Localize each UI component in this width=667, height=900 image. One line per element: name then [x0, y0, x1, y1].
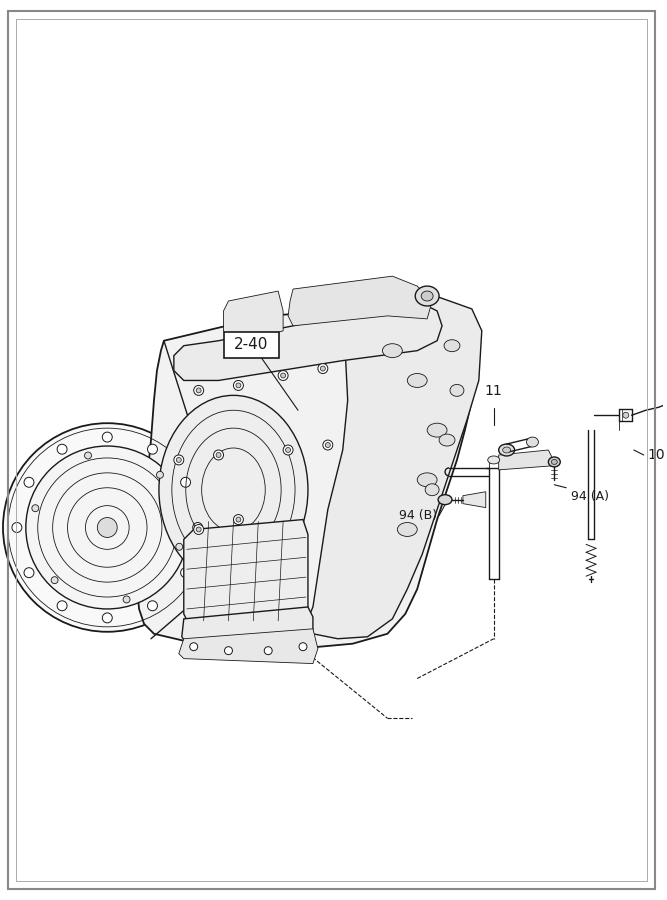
Ellipse shape [233, 381, 243, 391]
Ellipse shape [196, 527, 201, 532]
Ellipse shape [299, 643, 307, 651]
Ellipse shape [32, 505, 39, 512]
Ellipse shape [24, 568, 34, 578]
Polygon shape [223, 291, 283, 346]
FancyBboxPatch shape [223, 332, 279, 357]
Ellipse shape [193, 385, 203, 395]
Ellipse shape [427, 423, 447, 437]
Ellipse shape [236, 382, 241, 388]
Polygon shape [463, 491, 486, 508]
Ellipse shape [503, 447, 511, 453]
Ellipse shape [24, 477, 34, 487]
Ellipse shape [26, 446, 189, 609]
Ellipse shape [157, 472, 163, 478]
Ellipse shape [526, 437, 538, 447]
Ellipse shape [318, 364, 327, 374]
Ellipse shape [499, 444, 514, 456]
Ellipse shape [97, 518, 117, 537]
Polygon shape [288, 276, 432, 326]
Ellipse shape [216, 453, 221, 457]
Text: 11: 11 [485, 384, 503, 399]
Ellipse shape [418, 472, 437, 487]
Ellipse shape [181, 568, 191, 578]
Ellipse shape [281, 373, 285, 378]
Ellipse shape [320, 366, 325, 371]
Ellipse shape [193, 525, 203, 535]
Polygon shape [174, 301, 442, 381]
Polygon shape [499, 450, 552, 470]
Ellipse shape [147, 445, 157, 455]
Ellipse shape [102, 432, 112, 442]
Ellipse shape [278, 371, 288, 381]
Ellipse shape [283, 445, 293, 455]
Ellipse shape [416, 286, 439, 306]
Ellipse shape [323, 440, 333, 450]
Ellipse shape [408, 374, 427, 387]
Text: 2-40: 2-40 [234, 338, 269, 352]
Polygon shape [137, 301, 477, 649]
Ellipse shape [548, 457, 560, 467]
Ellipse shape [425, 484, 439, 496]
Ellipse shape [159, 395, 308, 584]
Ellipse shape [398, 523, 418, 536]
Ellipse shape [421, 291, 433, 301]
Text: 94 (B): 94 (B) [399, 509, 437, 522]
Ellipse shape [174, 455, 184, 465]
Ellipse shape [193, 523, 203, 533]
Ellipse shape [285, 447, 291, 453]
Ellipse shape [176, 457, 181, 463]
Ellipse shape [450, 384, 464, 396]
Ellipse shape [623, 412, 629, 418]
Ellipse shape [51, 577, 58, 583]
Ellipse shape [147, 601, 157, 611]
Ellipse shape [438, 495, 452, 505]
Ellipse shape [213, 450, 223, 460]
Ellipse shape [3, 423, 211, 632]
Ellipse shape [439, 434, 455, 446]
Polygon shape [184, 519, 308, 624]
Text: 94 (A): 94 (A) [571, 490, 609, 503]
Ellipse shape [57, 601, 67, 611]
Ellipse shape [181, 477, 191, 487]
Ellipse shape [488, 456, 500, 464]
Ellipse shape [382, 344, 402, 357]
Polygon shape [182, 607, 313, 651]
Polygon shape [308, 293, 482, 639]
Ellipse shape [85, 452, 91, 459]
Ellipse shape [233, 515, 243, 525]
Text: 10: 10 [648, 448, 665, 462]
Ellipse shape [189, 643, 197, 651]
Ellipse shape [264, 647, 272, 654]
Ellipse shape [176, 544, 183, 550]
Polygon shape [179, 629, 318, 663]
Ellipse shape [325, 443, 330, 447]
Ellipse shape [444, 339, 460, 352]
Ellipse shape [102, 613, 112, 623]
Ellipse shape [57, 445, 67, 455]
Ellipse shape [225, 647, 233, 654]
Ellipse shape [12, 523, 22, 533]
Ellipse shape [236, 518, 241, 522]
Ellipse shape [196, 388, 201, 393]
Ellipse shape [123, 596, 130, 603]
Ellipse shape [552, 459, 558, 464]
